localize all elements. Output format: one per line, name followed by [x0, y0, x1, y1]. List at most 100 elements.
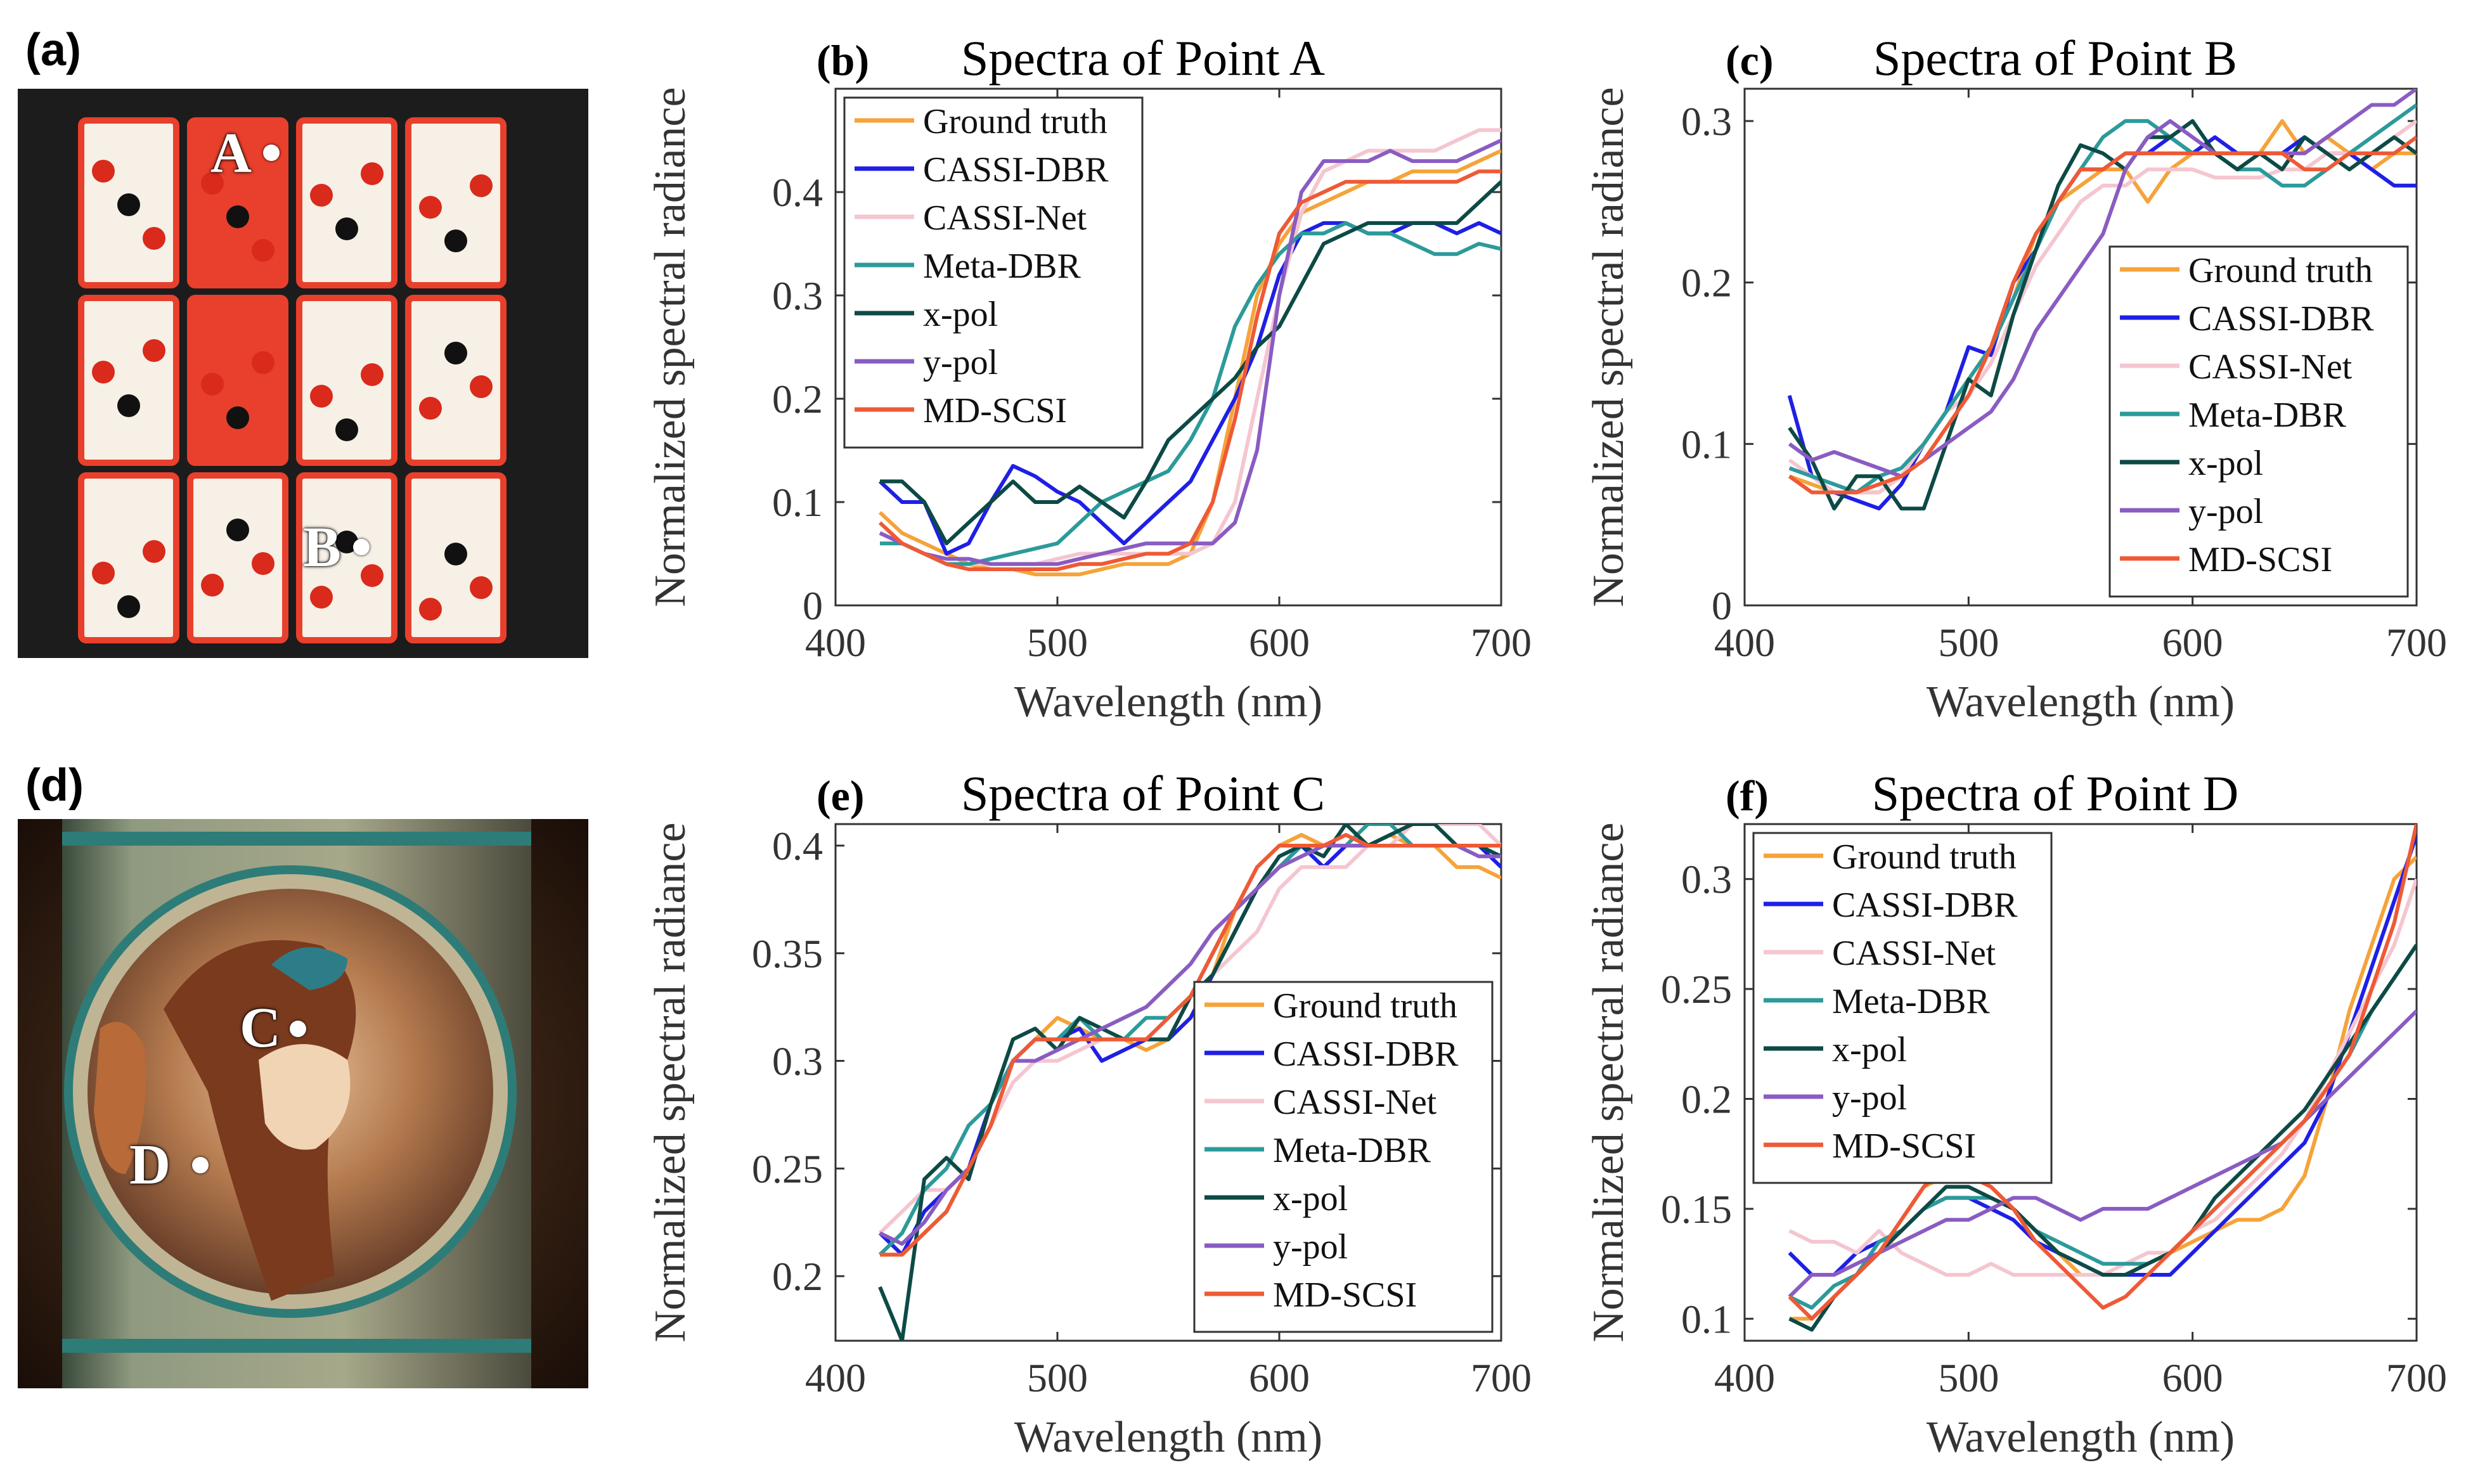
point-marker-c — [290, 1021, 306, 1037]
x-tick-label: 500 — [1027, 620, 1088, 665]
x-tick-label: 600 — [2162, 620, 2223, 665]
y-tick-label: 0 — [1712, 583, 1732, 628]
legend-label: Ground truth — [2188, 251, 2373, 290]
legend-label: CASSI-DBR — [1832, 886, 2018, 925]
card — [405, 295, 507, 466]
legend-label: y-pol — [923, 343, 998, 382]
point-marker-b — [353, 539, 370, 555]
legend-label: x-pol — [1832, 1030, 1907, 1069]
y-tick-label: 0.2 — [1681, 1077, 1732, 1122]
series-line-y-pol — [1788, 1009, 2417, 1298]
x-tick-label: 700 — [1471, 1355, 1532, 1400]
chart-spectra-point-d: (f) Spectra of Point D 400 500 600 700 0.1 0.15… — [1584, 766, 2447, 1462]
point-label-d: D — [129, 1133, 171, 1196]
legend-label: MD-SCSI — [2188, 540, 2332, 579]
y-axis-label: Normalized spectral radiance — [1584, 87, 1633, 607]
series-line-md-scsi — [1788, 135, 2417, 494]
legend-box — [1193, 981, 1494, 1333]
series-group — [1788, 824, 2417, 1332]
panel-label-d: (d) — [25, 760, 84, 811]
x-tick-label: 400 — [1714, 620, 1775, 665]
chart-spectra-point-b: (c) Spectra of Point B 400 500 600 700 0 0.1 0.2… — [1584, 30, 2447, 726]
x-axis-label: Wavelength (nm) — [1014, 678, 1322, 726]
legend-label: Ground truth — [923, 102, 1107, 141]
legend-label: Ground truth — [1273, 986, 1457, 1026]
y-tick-label: 0.3 — [772, 1039, 823, 1084]
chart-title: Spectra of Point C — [961, 766, 1325, 821]
series-line-meta-dbr — [1788, 103, 2417, 494]
y-tick-label: 0.25 — [1661, 967, 1732, 1012]
legend-label: CASSI-DBR — [923, 150, 1109, 190]
y-tick-label: 0.1 — [1681, 422, 1732, 467]
point-marker-d — [192, 1157, 209, 1173]
photo-cards — [18, 89, 588, 658]
plot-frame — [1743, 87, 2418, 607]
series-line-md-scsi — [1788, 824, 2417, 1321]
legend-label: Meta-DBR — [923, 247, 1081, 286]
x-tick-label: 400 — [805, 620, 866, 665]
legend-label: Ground truth — [1832, 837, 2017, 877]
legend-label: MD-SCSI — [1273, 1275, 1417, 1315]
x-tick-label: 500 — [1938, 620, 1999, 665]
y-axis-label: Normalized spectral radiance — [1584, 822, 1633, 1342]
legend-label: CASSI-Net — [1832, 934, 1996, 973]
x-axis-label: Wavelength (nm) — [1927, 1413, 2235, 1462]
series-line-x-pol — [1788, 944, 2417, 1332]
legend-label: Meta-DBR — [1832, 982, 1991, 1021]
card — [187, 472, 288, 643]
panel-label-a: (a) — [25, 25, 81, 75]
x-axis-label: Wavelength (nm) — [1927, 678, 2235, 726]
card — [78, 295, 179, 466]
plot-frame — [834, 87, 1502, 607]
x-tick-label: 500 — [1938, 1355, 1999, 1400]
panel-label-e: (e) — [817, 771, 864, 820]
plot-frame — [1743, 823, 2418, 1342]
series-line-x-pol — [1788, 119, 2417, 511]
y-tick-label: 0.3 — [1681, 99, 1732, 144]
legend-box — [843, 96, 1144, 449]
chart-spectra-point-a: (b) Spectra of Point A 400 500 600 700 0 0.1 0.2… — [646, 30, 1532, 726]
y-tick-label: 0.2 — [772, 1254, 823, 1299]
legend-box — [1752, 832, 2053, 1184]
y-tick-label: 0.2 — [1681, 261, 1732, 306]
x-tick-label: 700 — [2386, 620, 2447, 665]
series-line-md-scsi — [880, 833, 1501, 1257]
chart-title: Spectra of Point D — [1872, 766, 2238, 821]
x-tick-label: 700 — [2386, 1355, 2447, 1400]
legend-label: x-pol — [923, 295, 998, 334]
legend-box — [2108, 245, 2409, 598]
legend-label: CASSI-DBR — [2188, 299, 2374, 339]
x-tick-label: 500 — [1027, 1355, 1088, 1400]
legend-label: CASSI-Net — [2188, 347, 2353, 387]
photo-mug — [18, 819, 588, 1388]
y-axis-label: Normalized spectral radiance — [646, 87, 695, 607]
legend-label: MD-SCSI — [923, 391, 1067, 430]
x-tick-label: 600 — [1249, 1355, 1310, 1400]
y-tick-label: 0.1 — [1681, 1296, 1732, 1341]
point-label-c: C — [240, 997, 281, 1059]
y-tick-label: 0 — [803, 583, 823, 628]
series-line-x-pol — [880, 180, 1501, 546]
legend-label: CASSI-Net — [1273, 1083, 1437, 1122]
series-group — [878, 824, 1501, 1341]
y-tick-label: 0.3 — [772, 273, 823, 318]
panel-label-c: (c) — [1726, 36, 1773, 84]
y-tick-label: 0.2 — [772, 377, 823, 422]
legend-label: x-pol — [2188, 444, 2263, 483]
series-line-cassi-net — [1788, 119, 2417, 494]
legend-label: Meta-DBR — [1273, 1131, 1431, 1170]
y-tick-label: 0.15 — [1661, 1187, 1732, 1232]
chart-spectra-point-c: (e) Spectra of Point C 400 500 600 700 0.2 0.25… — [646, 766, 1532, 1462]
legend-label: y-pol — [1273, 1227, 1348, 1267]
legend-label: CASSI-Net — [923, 198, 1087, 238]
panel-label-f: (f) — [1726, 771, 1769, 820]
cards-illustration — [18, 89, 588, 658]
series-group — [1787, 89, 2417, 511]
card — [296, 117, 397, 288]
series-line-cassi-dbr — [878, 221, 1501, 556]
y-tick-label: 0.4 — [772, 823, 823, 868]
panel-label-b: (b) — [817, 36, 869, 84]
x-tick-label: 400 — [805, 1355, 866, 1400]
point-label-a: A — [210, 122, 252, 184]
x-tick-label: 600 — [2162, 1355, 2223, 1400]
